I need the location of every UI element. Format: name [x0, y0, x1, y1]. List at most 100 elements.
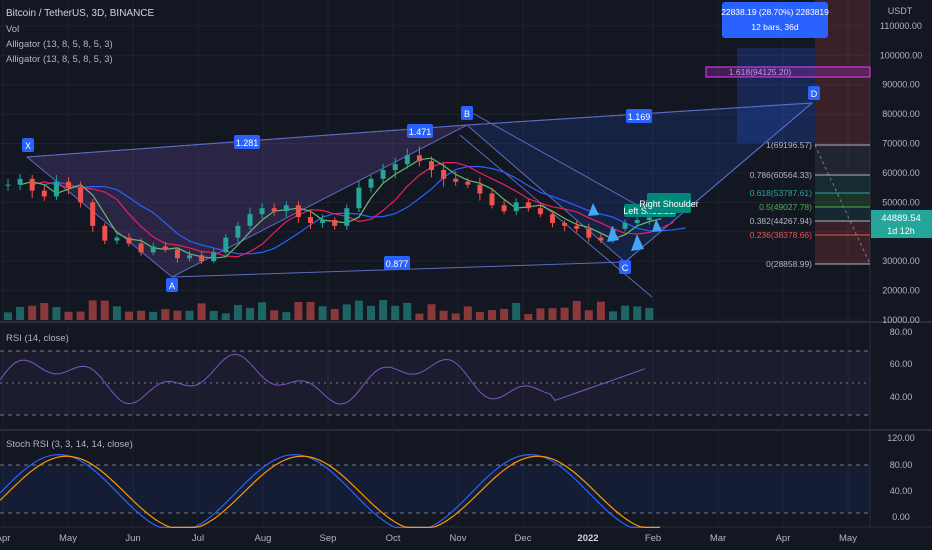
legend-alligator-1[interactable]: Alligator (13, 8, 5, 8, 5, 3) — [6, 39, 113, 50]
point-x-badge[interactable] — [22, 138, 34, 152]
stoch-rsi-pane[interactable]: Stoch RSI (3, 3, 14, 14, close) — [0, 439, 870, 529]
chart-legend[interactable]: Bitcoin / TetherUS, 3D, BINANCE Vol Alli… — [6, 8, 155, 65]
measure-box[interactable] — [722, 2, 828, 38]
volume-bar — [403, 302, 412, 320]
candle-body[interactable] — [368, 178, 374, 188]
measure-tooltip[interactable]: 22838.19 (28.70%) 2283819 12 bars, 36d — [721, 2, 829, 38]
fibonacci-retracement[interactable] — [705, 0, 871, 265]
volume-bar — [548, 308, 557, 320]
price-tick: 20000.00 — [882, 286, 920, 296]
volume-bar — [609, 311, 617, 320]
ratio-bd-label: 1.169 — [628, 112, 651, 122]
candle-body[interactable] — [126, 237, 132, 244]
candle-body[interactable] — [574, 225, 580, 229]
xabcd-point-labels[interactable]: X A B C D 1.281 1.471 1.169 0.877 — [22, 86, 820, 292]
candle-body[interactable] — [114, 237, 120, 241]
candle-body[interactable] — [174, 249, 180, 259]
legend-vol[interactable]: Vol — [6, 24, 19, 35]
candle-body[interactable] — [416, 155, 422, 162]
legend-alligator-2[interactable]: Alligator (13, 8, 5, 8, 5, 3) — [6, 54, 113, 65]
candle-body[interactable] — [295, 205, 301, 218]
time-tick: Apr — [776, 533, 791, 544]
shoulder-annotations[interactable]: Left Shoulder Right Shoulder — [588, 193, 699, 251]
candle-body[interactable] — [17, 178, 23, 185]
volume-bar — [391, 305, 400, 320]
candle-body[interactable] — [598, 237, 604, 241]
candle-body[interactable] — [392, 164, 398, 170]
candle-body[interactable] — [465, 181, 471, 185]
ratio-xb-badge[interactable] — [234, 135, 260, 149]
candle-body[interactable] — [53, 181, 59, 197]
candle-body[interactable] — [187, 255, 192, 259]
candle-body[interactable] — [259, 208, 265, 215]
rsi-axis[interactable]: 80.00 60.00 40.00 — [890, 327, 913, 402]
right-shoulder-badge[interactable] — [647, 193, 691, 213]
candle-body[interactable] — [271, 208, 277, 212]
rsi-title[interactable]: RSI (14, close) — [6, 333, 69, 344]
stoch-axis[interactable]: 120.00 80.00 40.00 0.00 — [887, 433, 915, 522]
candle-body[interactable] — [102, 225, 108, 241]
candle-body[interactable] — [453, 178, 459, 182]
candle-body[interactable] — [138, 243, 144, 253]
candle-body[interactable] — [429, 161, 434, 170]
candlesticks[interactable] — [5, 146, 652, 265]
ratio-ac-badge[interactable] — [384, 256, 410, 270]
volume-bar — [306, 301, 315, 320]
time-axis[interactable]: Apr May Jun Jul Aug Sep Oct Nov Dec 2022 Feb Mar Apr… — [0, 533, 857, 544]
last-price-marker[interactable]: 44889.54 1d 12h — [871, 210, 932, 238]
candle-body[interactable] — [235, 225, 241, 238]
candle-body[interactable] — [441, 170, 447, 179]
candle-body[interactable] — [404, 155, 410, 165]
candle-body[interactable] — [344, 208, 350, 226]
candle-body[interactable] — [525, 202, 531, 209]
candle-body[interactable] — [211, 252, 217, 262]
point-b-badge[interactable] — [461, 106, 473, 120]
candle-body[interactable] — [477, 184, 483, 194]
rsi-pane[interactable]: RSI (14, close) — [0, 333, 870, 416]
price-tick: 90000.00 — [882, 80, 920, 90]
candle-body[interactable] — [283, 205, 289, 212]
candle-body[interactable] — [586, 228, 592, 238]
candle-body[interactable] — [622, 222, 628, 229]
candle-body[interactable] — [320, 220, 326, 223]
point-c-badge[interactable] — [619, 260, 631, 274]
candle-body[interactable] — [223, 237, 229, 253]
candle-body[interactable] — [308, 217, 313, 223]
candle-body[interactable] — [66, 181, 71, 188]
candle-body[interactable] — [247, 214, 253, 226]
point-d-badge[interactable] — [808, 86, 820, 100]
ratio-ab-badge[interactable] — [407, 124, 433, 138]
price-tick: 50000.00 — [882, 197, 920, 207]
candle-body[interactable] — [380, 170, 386, 179]
symbol-title[interactable]: Bitcoin / TetherUS, 3D, BINANCE — [6, 8, 155, 19]
candle-body[interactable] — [199, 255, 205, 262]
point-a-badge[interactable] — [166, 278, 178, 292]
xabcd-pattern[interactable] — [25, 102, 814, 298]
candle-body[interactable] — [41, 190, 47, 197]
fib-1618-label: 1.618(94125.20) — [729, 67, 792, 77]
candle-body[interactable] — [5, 184, 11, 186]
volume-bar — [367, 305, 375, 320]
volume-bar — [28, 305, 37, 320]
candle-body[interactable] — [150, 246, 156, 253]
candle-body[interactable] — [562, 222, 568, 226]
price-axis[interactable]: USDT 110000.00 100000.00 90000.00 80000.00 7… — [880, 6, 923, 325]
candle-body[interactable] — [332, 220, 338, 226]
candle-body[interactable] — [356, 187, 362, 209]
candle-body[interactable] — [29, 178, 35, 191]
rsi-tick: 40.00 — [890, 392, 913, 402]
candle-body[interactable] — [90, 202, 96, 226]
candle-body[interactable] — [501, 205, 507, 212]
candle-body[interactable] — [634, 220, 640, 223]
candle-body[interactable] — [513, 202, 519, 212]
candle-body[interactable] — [550, 214, 555, 223]
candle-body[interactable] — [162, 246, 168, 250]
candle-body[interactable] — [537, 208, 543, 215]
candle-body[interactable] — [489, 193, 495, 206]
candle-body[interactable] — [78, 187, 84, 203]
ratio-bd-badge[interactable] — [626, 109, 652, 123]
candle-body[interactable] — [646, 217, 652, 220]
stoch-title[interactable]: Stoch RSI (3, 3, 14, 14, close) — [6, 439, 133, 450]
volume-bar — [342, 304, 351, 320]
